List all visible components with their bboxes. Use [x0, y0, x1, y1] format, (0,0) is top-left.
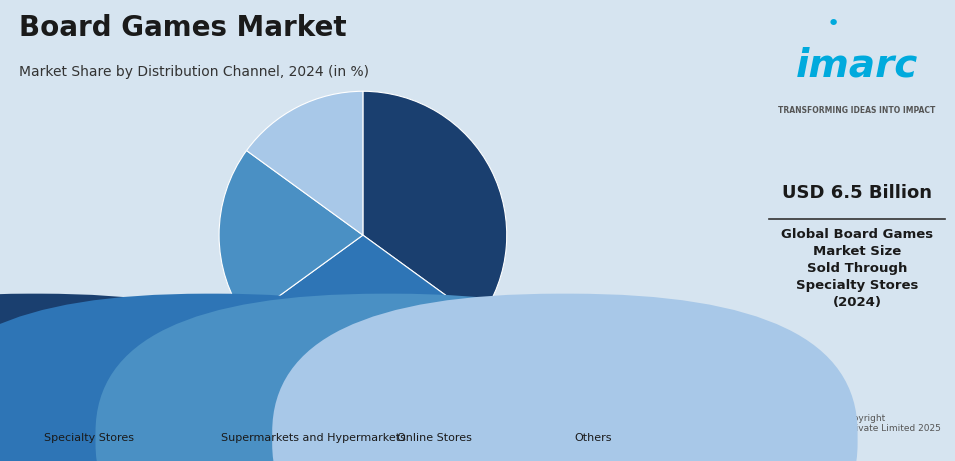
Wedge shape — [363, 91, 507, 319]
Text: Board Games Market: Board Games Market — [19, 14, 347, 42]
Text: Supermarkets and Hypermarkets: Supermarkets and Hypermarkets — [221, 433, 406, 443]
Text: TRANSFORMING IDEAS INTO IMPACT: TRANSFORMING IDEAS INTO IMPACT — [778, 106, 936, 115]
Text: Market Share by Distribution Channel, 2024 (in %): Market Share by Distribution Channel, 20… — [19, 65, 369, 78]
Text: © Copyright
IMARC Services Private Limited 2025: © Copyright IMARC Services Private Limit… — [774, 414, 941, 433]
Text: imarc: imarc — [796, 46, 919, 84]
Wedge shape — [246, 235, 479, 379]
Text: Global Board Games
Market Size
Sold Through
Specialty Stores
(2024): Global Board Games Market Size Sold Thro… — [781, 228, 933, 309]
Text: USD 6.5 Billion: USD 6.5 Billion — [782, 184, 932, 202]
Text: Others: Others — [574, 433, 611, 443]
Text: Online Stores: Online Stores — [397, 433, 472, 443]
Wedge shape — [246, 91, 363, 235]
Text: Specialty Stores: Specialty Stores — [44, 433, 134, 443]
Text: •: • — [827, 14, 840, 34]
Wedge shape — [219, 151, 363, 319]
